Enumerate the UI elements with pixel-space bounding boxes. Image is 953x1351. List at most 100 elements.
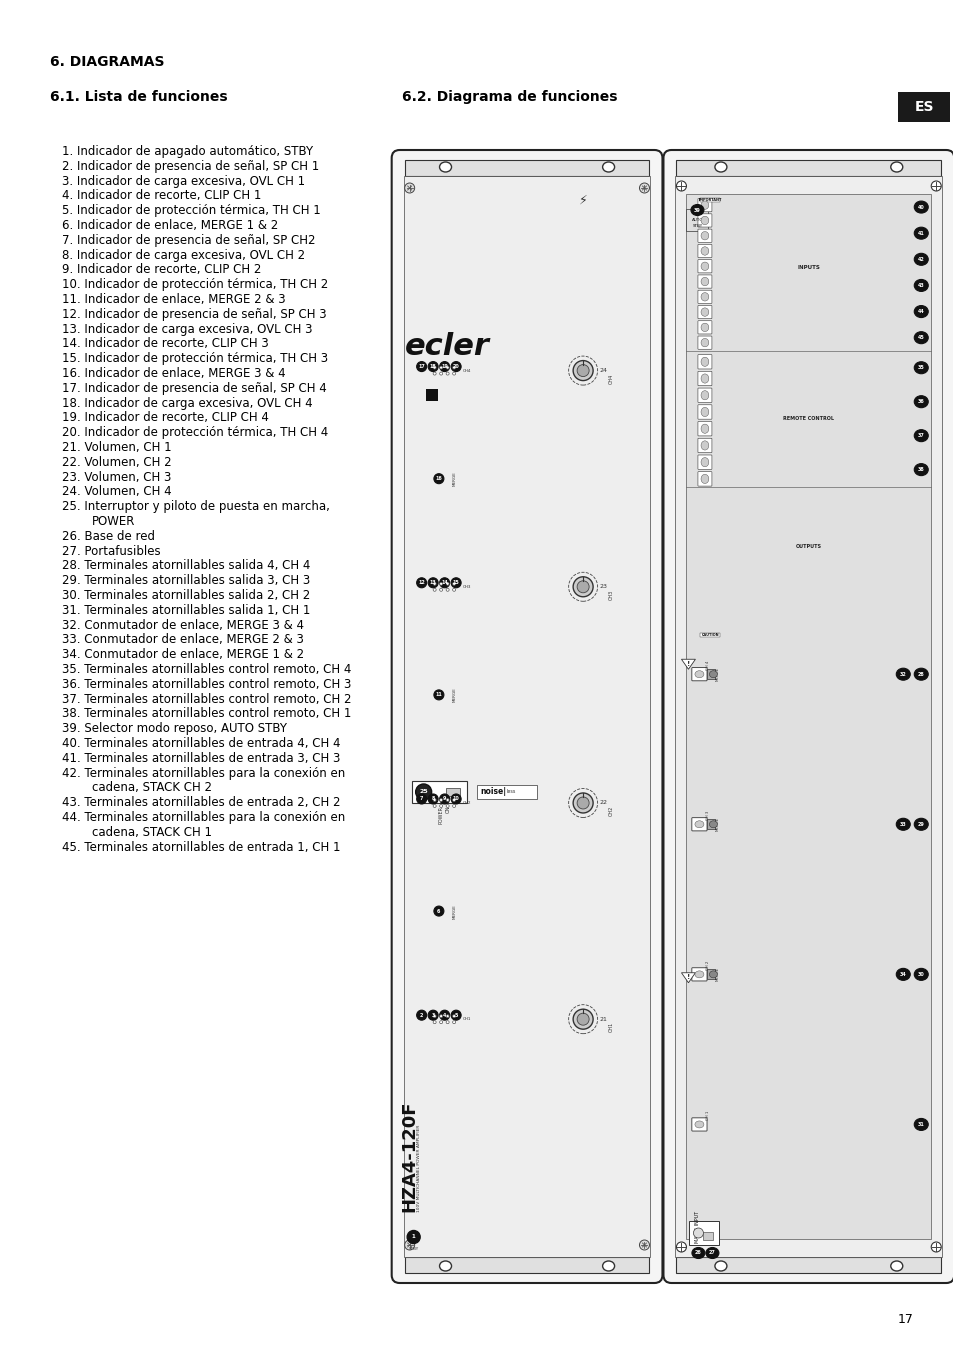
Text: 6.1. Lista de funciones: 6.1. Lista de funciones <box>50 91 228 104</box>
Text: MAINS INPUT: MAINS INPUT <box>694 1210 700 1243</box>
Ellipse shape <box>404 1240 415 1250</box>
Ellipse shape <box>700 390 708 400</box>
Text: !: ! <box>686 661 689 667</box>
Ellipse shape <box>433 588 436 592</box>
Text: 7. Indicador de presencia de señal, SP CH2: 7. Indicador de presencia de señal, SP C… <box>62 234 315 247</box>
Ellipse shape <box>452 366 456 369</box>
FancyBboxPatch shape <box>698 405 711 419</box>
Ellipse shape <box>433 582 436 585</box>
Text: 34: 34 <box>899 971 905 977</box>
Text: 35. Terminales atornillables control remoto, CH 4: 35. Terminales atornillables control rem… <box>62 663 351 676</box>
FancyBboxPatch shape <box>698 388 711 403</box>
FancyBboxPatch shape <box>691 817 706 831</box>
Text: 42. Terminales atornillables para la conexión en: 42. Terminales atornillables para la con… <box>62 766 345 780</box>
Text: CH 3: CH 3 <box>705 811 710 820</box>
Ellipse shape <box>434 690 443 700</box>
Text: 32. Conmutador de enlace, MERGE 3 & 4: 32. Conmutador de enlace, MERGE 3 & 4 <box>62 619 304 632</box>
Text: 33: 33 <box>899 821 905 827</box>
Text: 43: 43 <box>917 282 923 288</box>
Text: 10. Indicador de protección térmica, TH CH 2: 10. Indicador de protección térmica, TH … <box>62 278 328 292</box>
Text: 14: 14 <box>441 581 448 585</box>
Ellipse shape <box>694 821 703 828</box>
Ellipse shape <box>428 1011 437 1020</box>
Polygon shape <box>680 659 695 669</box>
Ellipse shape <box>452 1020 456 1024</box>
Ellipse shape <box>452 804 456 808</box>
Ellipse shape <box>577 365 589 377</box>
Text: 12. Indicador de presencia de señal, SP CH 3: 12. Indicador de presencia de señal, SP … <box>62 308 326 320</box>
Ellipse shape <box>700 247 708 255</box>
Text: 39: 39 <box>693 208 700 212</box>
FancyBboxPatch shape <box>698 455 711 469</box>
Text: !: ! <box>686 974 689 981</box>
Ellipse shape <box>407 1231 419 1243</box>
Ellipse shape <box>573 577 593 597</box>
Ellipse shape <box>452 1015 456 1017</box>
Ellipse shape <box>446 372 449 376</box>
Ellipse shape <box>700 357 708 366</box>
Text: 34. Conmutador de enlace, MERGE 1 & 2: 34. Conmutador de enlace, MERGE 1 & 2 <box>62 648 304 661</box>
Ellipse shape <box>433 804 436 808</box>
FancyBboxPatch shape <box>698 372 711 386</box>
Text: REMOTE CONTROL: REMOTE CONTROL <box>782 416 834 422</box>
FancyBboxPatch shape <box>698 230 711 242</box>
Ellipse shape <box>446 804 449 808</box>
FancyBboxPatch shape <box>698 305 711 319</box>
Ellipse shape <box>709 971 717 978</box>
Ellipse shape <box>913 1119 927 1131</box>
Text: 41. Terminales atornillables de entrada 3, CH 3: 41. Terminales atornillables de entrada … <box>62 751 340 765</box>
Text: 22: 22 <box>598 801 606 805</box>
Ellipse shape <box>452 588 456 592</box>
Ellipse shape <box>416 794 426 804</box>
Ellipse shape <box>913 430 927 442</box>
FancyBboxPatch shape <box>698 199 711 212</box>
Ellipse shape <box>700 323 708 331</box>
Text: 3: 3 <box>431 1013 435 1017</box>
Bar <box>702 1232 713 1240</box>
Text: 21. Volumen, CH 1: 21. Volumen, CH 1 <box>62 440 172 454</box>
Text: 37. Terminales atornillables control remoto, CH 2: 37. Terminales atornillables control rem… <box>62 693 351 705</box>
Text: 21: 21 <box>598 1017 606 1021</box>
Text: 6.2. Diagrama de funciones: 6.2. Diagrama de funciones <box>401 91 617 104</box>
Text: 42: 42 <box>917 257 923 262</box>
Ellipse shape <box>577 797 589 809</box>
Text: 11: 11 <box>436 692 442 697</box>
Text: 15. Indicador de protección térmica, TH CH 3: 15. Indicador de protección térmica, TH … <box>62 353 328 365</box>
Text: 32: 32 <box>899 671 905 677</box>
Text: ES: ES <box>914 100 933 113</box>
Ellipse shape <box>416 1011 426 1020</box>
Ellipse shape <box>700 374 708 384</box>
Text: 9: 9 <box>442 797 446 801</box>
Ellipse shape <box>714 162 726 172</box>
Ellipse shape <box>913 396 927 408</box>
Text: MERGE: MERGE <box>452 688 456 703</box>
Text: CH 2: CH 2 <box>705 961 710 970</box>
Ellipse shape <box>895 669 909 680</box>
Ellipse shape <box>700 339 708 347</box>
Ellipse shape <box>709 821 717 828</box>
Text: 7: 7 <box>419 797 423 801</box>
Text: 5. Indicador de protección térmica, TH CH 1: 5. Indicador de protección térmica, TH C… <box>62 204 320 218</box>
Ellipse shape <box>700 293 708 301</box>
Ellipse shape <box>913 669 927 680</box>
Text: 18: 18 <box>429 363 436 369</box>
FancyBboxPatch shape <box>698 471 711 486</box>
Ellipse shape <box>714 1260 726 1271</box>
Text: POWER: POWER <box>437 807 443 824</box>
Text: CH1: CH1 <box>462 1017 471 1021</box>
Ellipse shape <box>416 578 426 588</box>
Bar <box>675 176 942 1256</box>
Text: 20. Indicador de protección térmica, TH CH 4: 20. Indicador de protección térmica, TH … <box>62 426 328 439</box>
Text: 19: 19 <box>440 363 448 369</box>
Ellipse shape <box>446 588 449 592</box>
Text: 44: 44 <box>917 309 923 313</box>
Text: 2: 2 <box>419 1013 423 1017</box>
Text: 38. Terminales atornillables control remoto, CH 1: 38. Terminales atornillables control rem… <box>62 708 351 720</box>
Text: 38: 38 <box>917 467 923 471</box>
Bar <box>412 781 466 802</box>
FancyBboxPatch shape <box>698 259 711 273</box>
Text: 29. Terminales atornillables salida 3, CH 3: 29. Terminales atornillables salida 3, C… <box>62 574 310 588</box>
Bar <box>445 788 459 796</box>
Ellipse shape <box>428 578 437 588</box>
FancyBboxPatch shape <box>698 438 711 453</box>
